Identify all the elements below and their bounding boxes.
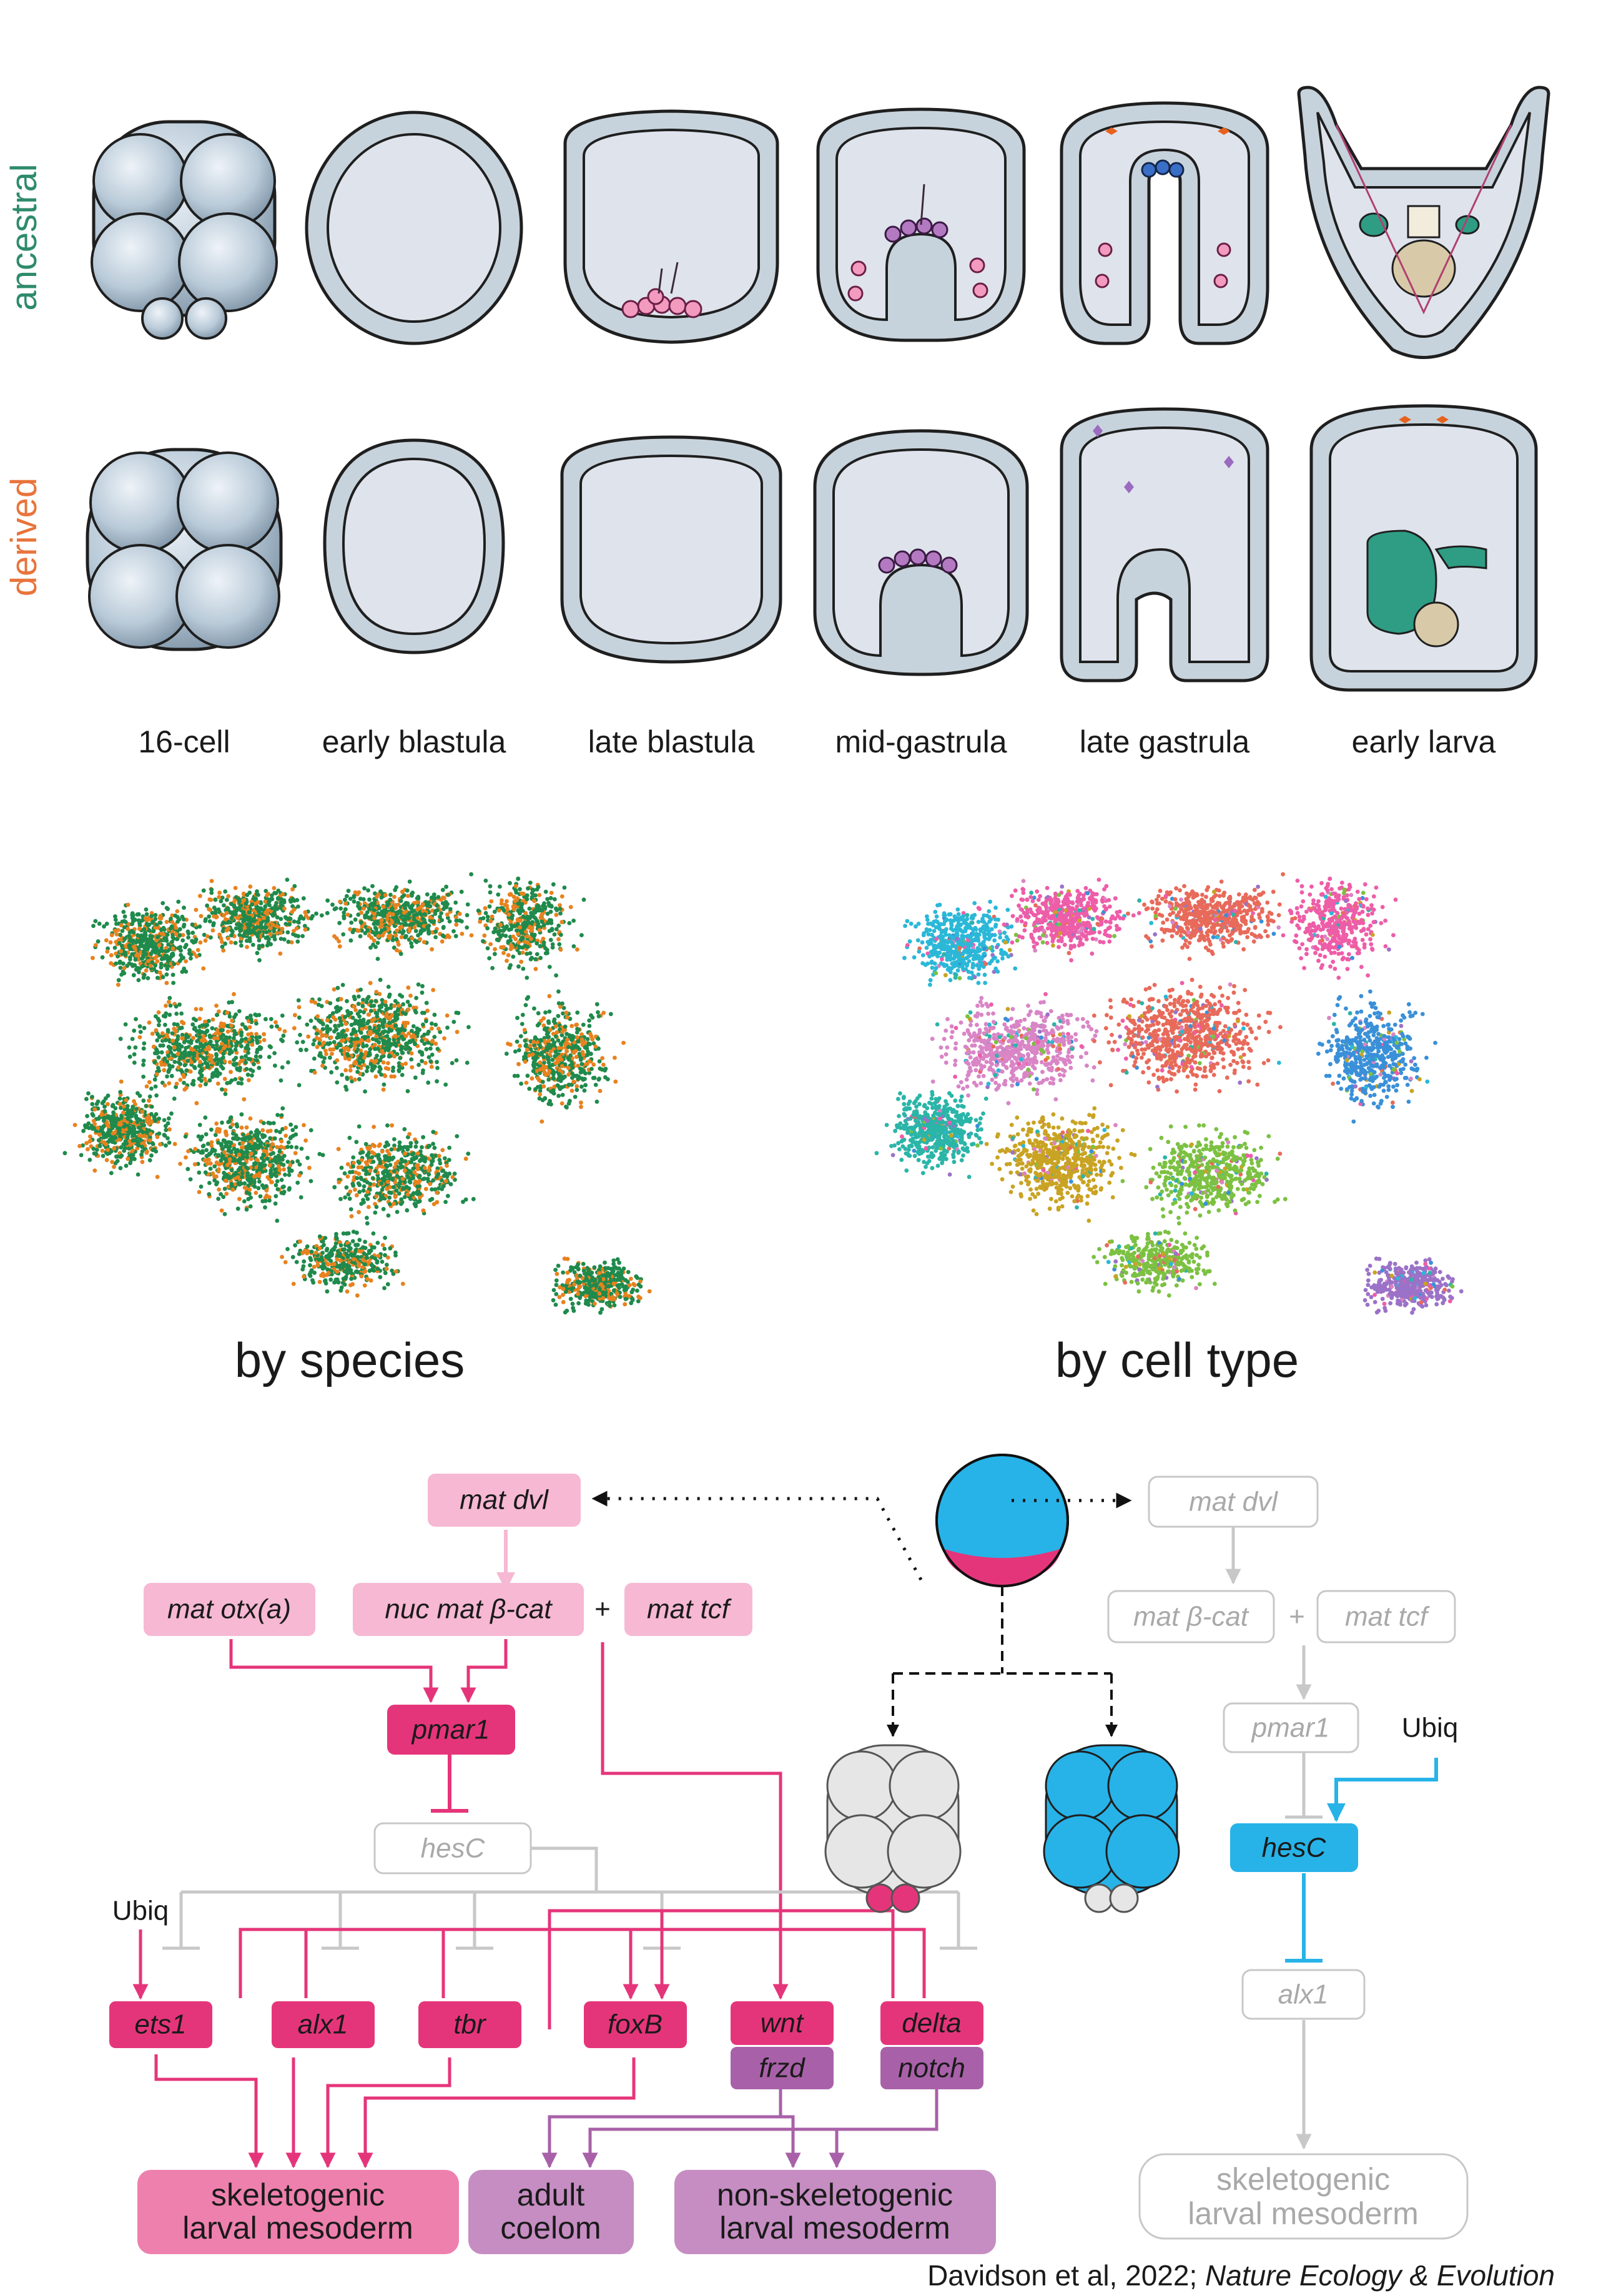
node-delta: delta [902,2008,961,2039]
citation-authors: Davidson et al, 2022; [927,2259,1205,2292]
grn-ancestral: mat dvl mat otx(a) nuc mat β-cat + mat t… [109,1474,996,2254]
ancestral-16-cell-embryo [91,120,278,340]
umap-by-species [62,872,652,1315]
stage-label: early larva [1352,724,1496,759]
ancestral-late-gastrula [1060,101,1269,345]
citation: Davidson et al, 2022; Nature Ecology & E… [927,2259,1555,2292]
citation-journal: Nature Ecology & Evolution [1205,2259,1555,2292]
stage-labels: 16-cell early blastula late blastula mid… [138,724,1495,759]
stage-label: early blastula [322,724,506,759]
node-notch: notch [898,2053,965,2084]
ancestral-early-larva [1297,86,1550,359]
center-egg [591,1454,1132,1737]
derived-late-blastula [560,435,782,664]
node-pmar1: pmar1 [411,1715,490,1745]
derived-early-blastula [323,438,505,654]
umap-title-species: by species [235,1333,465,1387]
node-foxB: foxB [608,2009,663,2040]
ancestral-mid-gastrula [816,107,1026,342]
grn-derived: mat dvl mat β-cat + mat tcf pmar1 Ubiq h… [1107,1476,1469,2240]
node-hesC: hesC [421,1833,486,1864]
embryo-grey [824,1744,962,1913]
fate-skeletogenic-line2: larval mesoderm [182,2210,413,2245]
plus-sign: + [594,1594,611,1625]
node-derived-alx1: alx1 [1278,1979,1329,2010]
derived-16-cell-embryo [86,448,283,651]
fate-derived-skeletogenic-line2: larval mesoderm [1188,2196,1419,2231]
node-nuc-mat-bcat: nuc mat β-cat [385,1594,553,1625]
node-derived-mat-bcat: mat β-cat [1133,1602,1249,1632]
derived-mid-gastrula [813,429,1029,676]
node-tbr: tbr [453,2009,487,2040]
embryo-blue [1043,1744,1180,1913]
node-derived-hesC: hesC [1262,1833,1327,1863]
fate-adult-line2: coelom [500,2210,601,2245]
stage-label: mid-gastrula [835,724,1007,759]
row-label-derived: derived [4,478,44,596]
node-alx1: alx1 [298,2009,348,2040]
node-derived-mat-dvl: mat dvl [1189,1487,1278,1517]
node-ets1: ets1 [134,2009,186,2040]
stage-label: late blastula [588,724,755,759]
fate-nonskeletogenic-line1: non-skeletogenic [717,2177,953,2212]
node-wnt: wnt [761,2008,804,2039]
stage-label: late gastrula [1080,724,1250,759]
fate-nonskeletogenic-line2: larval mesoderm [719,2210,950,2245]
stage-label: 16-cell [138,724,230,759]
node-frzd: frzd [759,2053,806,2084]
node-mat-dvl: mat dvl [460,1485,549,1515]
derived-plus-sign: + [1289,1602,1305,1632]
umap-by-cell-type [874,872,1464,1315]
node-derived-mat-tcf: mat tcf [1345,1602,1431,1632]
row-label-ancestral: ancestral [4,164,44,310]
fate-skeletogenic-line1: skeletogenic [211,2177,385,2212]
umap-title-celltype: by cell type [1055,1333,1299,1387]
label-ubiq: Ubiq [112,1896,169,1926]
fate-derived-skeletogenic-line1: skeletogenic [1216,2162,1390,2197]
fate-adult-line1: adult [517,2177,585,2212]
ancestral-early-blastula [305,111,523,345]
derived-late-gastrula [1060,407,1269,682]
node-derived-pmar1: pmar1 [1251,1713,1330,1743]
ancestral-late-blastula [563,109,779,344]
node-mat-otxa: mat otx(a) [167,1594,291,1625]
derived-early-larva [1309,404,1538,692]
node-mat-tcf: mat tcf [647,1594,732,1625]
derived-label-ubiq: Ubiq [1402,1713,1459,1743]
